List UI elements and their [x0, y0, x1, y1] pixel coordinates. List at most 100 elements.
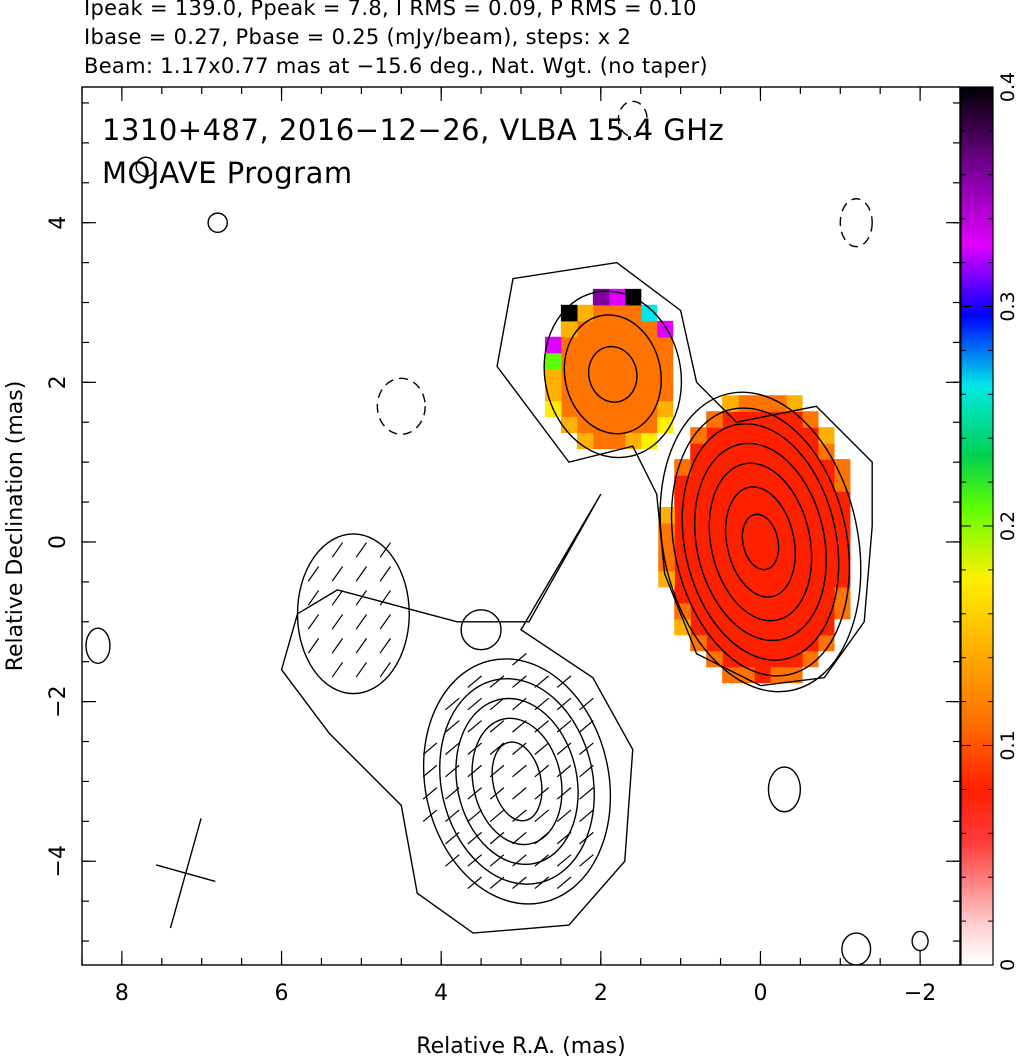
polarization-pixel: [560, 352, 578, 370]
x-tick-label: 0: [753, 981, 767, 1006]
polarization-vector: [534, 876, 550, 890]
polarization-pixel: [738, 538, 755, 556]
polarization-vector: [379, 614, 391, 630]
polarization-pixel: [770, 507, 787, 524]
polarization-pixel: [690, 427, 707, 444]
polarization-vector: [467, 787, 482, 800]
polarization-pixel: [785, 475, 803, 492]
polarization-pixel: [785, 666, 803, 684]
x-tick-label: 8: [115, 981, 129, 1006]
polarization-pixel: [560, 320, 578, 338]
polarization-pixel: [801, 522, 819, 540]
polarization-pixel: [785, 586, 803, 604]
polarization-pixel: [722, 411, 739, 428]
polarization-pixel: [738, 618, 755, 636]
x-tick-label: 6: [275, 981, 289, 1006]
polarization-vector: [467, 854, 482, 867]
polarization-pixel: [801, 618, 819, 636]
polarization-vector: [556, 809, 572, 822]
polarization-pixel: [544, 336, 562, 354]
polarization-vector: [579, 854, 594, 867]
contour-south-knot: [439, 678, 595, 885]
polarization-vector: [579, 787, 594, 800]
polarization-pixel: [592, 304, 610, 322]
contour-noise: [911, 930, 929, 952]
polarization-pixel: [640, 320, 658, 338]
polarization-vector: [489, 876, 505, 890]
polarization-pixel: [785, 443, 803, 460]
polarization-pixel: [738, 570, 755, 588]
polarization-pixel: [801, 650, 819, 668]
polarization-vector: [489, 854, 505, 867]
polarization-vector: [556, 742, 572, 755]
polarization-pixel: [658, 554, 675, 572]
polarization-pixel: [624, 384, 642, 402]
polarization-vector: [422, 809, 438, 822]
program-label: MOJAVE Program: [102, 156, 353, 190]
polarization-vector: [445, 742, 460, 755]
polarization-vector: [512, 675, 527, 688]
polarization-pixel: [624, 336, 642, 354]
polarization-pixel: [560, 400, 578, 418]
polarization-vector: [512, 764, 527, 778]
polarization-pixel: [770, 554, 787, 572]
polarization-pixel: [722, 634, 739, 652]
polarization-vector: [445, 764, 460, 778]
polarization-vector: [534, 854, 550, 867]
polarization-vector: [512, 787, 527, 800]
polarization-pixel: [608, 336, 626, 354]
contour-core: [693, 442, 827, 642]
polarization-pixel: [754, 570, 771, 588]
polarization-vector: [331, 614, 344, 630]
polarization-pixel: [560, 304, 578, 322]
polarization-pixel: [754, 427, 771, 444]
polarization-vector: [355, 638, 368, 654]
polarization-pixel: [754, 554, 771, 572]
polarization-pixel: [801, 427, 819, 444]
polarization-vector: [307, 590, 320, 606]
polarization-pixel: [592, 432, 610, 450]
polarization-vector: [512, 809, 527, 822]
polarization-pixel: [754, 522, 771, 540]
polarization-pixel: [706, 538, 723, 556]
polarization-vector: [534, 764, 550, 778]
polarization-pixel: [656, 352, 674, 370]
polarization-vector: [331, 566, 344, 582]
contour-envelope-jet: [280, 493, 634, 934]
y-tick-label: 4: [46, 216, 71, 230]
polarization-vector: [512, 653, 527, 666]
contour-south-knot: [422, 658, 612, 905]
polarization-pixel: [544, 368, 562, 386]
contour-negative: [617, 100, 648, 138]
polarization-pixel: [608, 352, 626, 370]
polarization-vector: [307, 566, 320, 582]
contour-south-knot: [491, 741, 543, 822]
polarization-pixel: [754, 602, 771, 620]
polarization-pixel: [785, 634, 803, 652]
polarization-pixel: [592, 336, 610, 354]
polarization-vector: [467, 720, 482, 733]
polarization-vector: [422, 764, 438, 778]
polarization-vector: [556, 854, 572, 867]
polarization-pixel: [833, 459, 851, 476]
polarization-vector: [579, 720, 594, 733]
polarization-pixel: [576, 384, 594, 402]
polarization-pixel: [560, 416, 578, 434]
polarization-pixel: [640, 432, 658, 450]
polarization-vector: [355, 661, 368, 678]
polarization-vector: [379, 566, 391, 582]
polarization-vector: [534, 831, 550, 845]
polarization-pixel: [706, 411, 723, 428]
polarization-pixel: [770, 427, 787, 444]
polarization-pixel: [674, 586, 691, 604]
contour-core: [741, 513, 780, 571]
polarization-pixel: [576, 336, 594, 354]
polarization-vector: [579, 831, 594, 845]
polarization-pixel: [674, 570, 691, 588]
polarization-pixel: [770, 491, 787, 508]
polarization-pixel: [770, 459, 787, 476]
contour-noise: [460, 609, 502, 651]
polarization-pixel: [592, 352, 610, 370]
contour-negative: [839, 198, 873, 248]
polarization-vector: [331, 638, 344, 654]
